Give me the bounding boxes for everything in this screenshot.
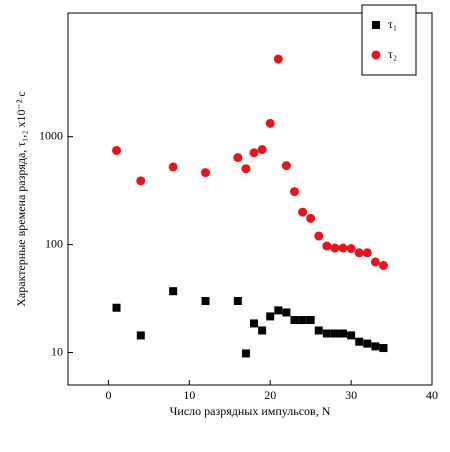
point (330, 329, 339, 338)
point (354, 248, 364, 258)
x-tick-label: 0 (105, 388, 111, 402)
point (168, 162, 178, 172)
x-tick-label: 20 (264, 388, 276, 402)
point (298, 207, 308, 217)
point (282, 308, 291, 317)
point (371, 342, 380, 351)
point (355, 337, 364, 346)
point (233, 297, 242, 306)
point (314, 231, 324, 241)
y-tick-label: 10 (51, 344, 63, 358)
point (298, 316, 307, 325)
point (169, 287, 178, 296)
point (339, 329, 348, 338)
point (136, 331, 145, 340)
point (112, 145, 122, 155)
legend-label: τ₂ (388, 47, 397, 61)
x-tick-label: 30 (345, 388, 357, 402)
y-tick-label: 100 (45, 236, 63, 250)
point (266, 312, 275, 321)
point (370, 257, 380, 267)
point (241, 349, 250, 358)
point (322, 329, 331, 338)
point (136, 176, 146, 186)
x-axis-label: Число разрядных импульсов, N (170, 404, 331, 418)
point (273, 54, 283, 64)
plot-frame (67, 12, 433, 386)
x-tick-label: 10 (183, 388, 195, 402)
point (290, 316, 299, 325)
point (274, 306, 283, 315)
legend-label: τ₁ (388, 17, 397, 31)
point (112, 303, 121, 312)
point (257, 145, 267, 155)
point (249, 148, 259, 158)
point (379, 344, 388, 353)
point (289, 187, 299, 197)
point (378, 261, 388, 271)
point (346, 244, 356, 254)
point (363, 339, 372, 348)
point (201, 297, 210, 306)
y-tick-label: 1000 (39, 128, 63, 142)
point (281, 161, 291, 171)
point (250, 319, 259, 328)
legend-marker (371, 50, 381, 60)
point (201, 168, 211, 178)
point (265, 118, 275, 128)
legend-box (361, 4, 417, 76)
point (306, 213, 316, 223)
point (322, 241, 332, 251)
point (241, 164, 251, 174)
point (362, 248, 372, 258)
point (330, 243, 340, 253)
point (338, 243, 348, 253)
point (233, 153, 243, 163)
legend-marker (372, 21, 380, 29)
point (314, 326, 323, 335)
point (306, 316, 315, 325)
y-axis-label: Характерные времена разряда, τ₁,₂ x10⁻² … (14, 91, 28, 307)
point (258, 326, 267, 335)
point (347, 331, 356, 340)
x-tick-label: 40 (426, 388, 438, 402)
